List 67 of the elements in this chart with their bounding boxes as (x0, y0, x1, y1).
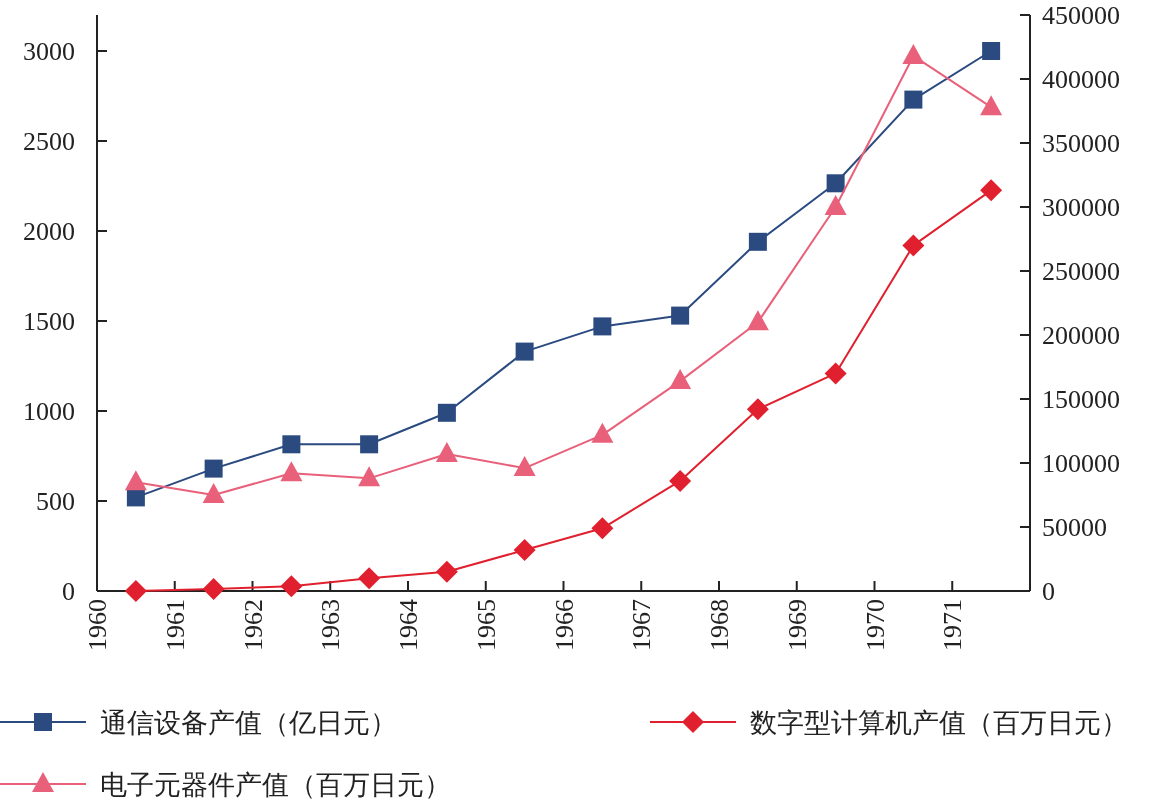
y2-tick-label: 300000 (1042, 193, 1120, 222)
point (980, 95, 1003, 116)
point (591, 422, 614, 443)
point (435, 560, 458, 583)
x-tick-label: 1962 (238, 599, 268, 651)
point (824, 195, 847, 215)
x-tick-label: 1966 (549, 599, 579, 651)
y2-tick-label: 150000 (1042, 385, 1120, 414)
point (513, 456, 536, 477)
point (358, 466, 381, 487)
point (671, 306, 690, 325)
point (513, 539, 536, 562)
point (124, 470, 147, 491)
x-tick-label: 1965 (471, 599, 501, 651)
point (202, 578, 225, 601)
point (282, 435, 301, 454)
y-tick-label: 1000 (23, 397, 75, 426)
y2-tick-label: 250000 (1042, 257, 1120, 286)
point (826, 174, 845, 193)
point (904, 90, 923, 109)
point (124, 580, 147, 602)
y-tick-label: 2500 (23, 127, 75, 156)
y2-tick-label: 50000 (1042, 513, 1107, 542)
y-tick-label: 500 (36, 487, 75, 516)
x-tick-label: 1964 (394, 599, 423, 651)
y2-tick-label: 450000 (1042, 1, 1120, 30)
x-tick-label: 1961 (160, 599, 190, 651)
point (358, 567, 381, 590)
point (204, 459, 223, 478)
legend-label: 通信设备产值（亿日元） (100, 708, 397, 738)
x-tick-label: 1963 (316, 599, 346, 651)
point (591, 517, 614, 540)
y2-tick-label: 0 (1042, 577, 1055, 606)
x-tick-label: 1967 (627, 599, 657, 651)
point (280, 575, 303, 598)
legend-label: 数字型计算机产值（百万日元） (750, 708, 1128, 738)
x-tick-label: 1968 (705, 599, 734, 651)
x-tick-label: 1971 (938, 599, 968, 651)
legend-label: 电子元器件产值（百万日元） (100, 770, 451, 800)
x-tick-label: 1969 (782, 599, 812, 651)
point (746, 310, 769, 331)
point (202, 483, 225, 503)
point (360, 435, 379, 454)
y2-tick-label: 350000 (1042, 129, 1120, 158)
point (746, 398, 769, 421)
point (669, 369, 692, 390)
y-tick-label: 0 (62, 577, 75, 606)
point (980, 179, 1003, 202)
point (982, 42, 1001, 60)
y2-tick-label: 200000 (1042, 321, 1120, 350)
x-tick-label: 1960 (83, 599, 112, 651)
point (593, 317, 612, 336)
point (669, 469, 692, 492)
y-tick-label: 2000 (23, 217, 75, 246)
y2-tick-label: 400000 (1042, 65, 1120, 94)
point (515, 342, 534, 361)
point (748, 232, 767, 251)
point (902, 43, 925, 64)
point (824, 362, 847, 385)
x-tick-label: 1970 (860, 599, 890, 651)
y-tick-label: 1500 (23, 307, 75, 336)
y-tick-label: 3000 (23, 37, 75, 66)
point (437, 403, 456, 422)
point (902, 234, 925, 257)
point (280, 461, 303, 482)
y2-tick-label: 100000 (1042, 449, 1120, 478)
point (435, 442, 458, 463)
